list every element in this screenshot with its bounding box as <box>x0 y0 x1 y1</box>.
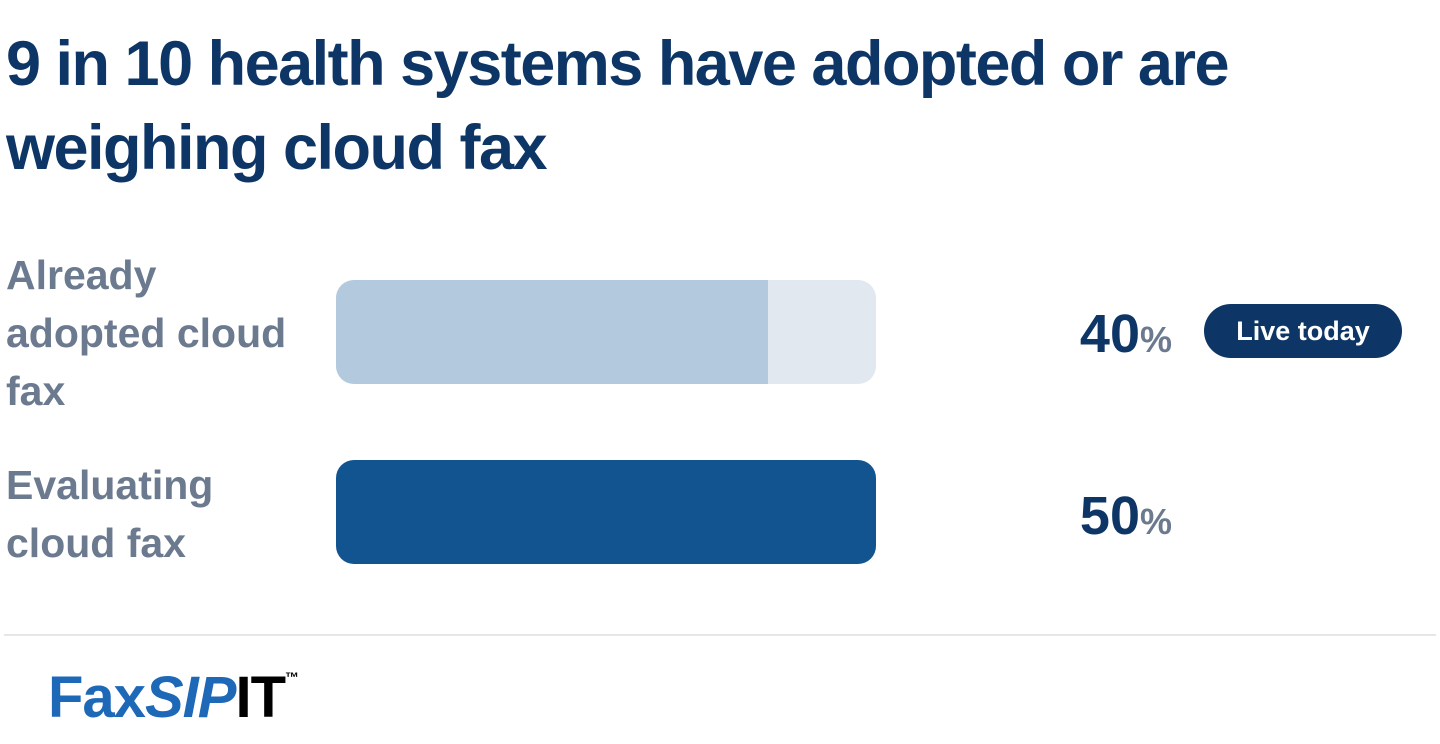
value-number: 50 <box>1079 486 1140 546</box>
logo-part-it: IT <box>235 665 286 730</box>
logo-part-sip: SIP <box>144 665 236 730</box>
category-label-already-adopted: Already adopted cloud fax <box>6 252 287 414</box>
value-unit: % <box>1139 319 1172 360</box>
faxsipit-logo: FaxSIPIT™ <box>48 668 299 728</box>
live-today-badge: Live today <box>1204 304 1402 358</box>
divider <box>4 634 1436 636</box>
value-unit: % <box>1139 501 1172 542</box>
trademark-symbol: ™ <box>285 669 299 685</box>
chart-title: 9 in 10 health systems have adopted or a… <box>6 29 1230 183</box>
bar-evaluating <box>336 460 876 564</box>
bar-track-evaluating <box>336 460 876 564</box>
bar-already-adopted <box>336 280 768 384</box>
category-label-evaluating: Evaluating cloud fax <box>6 462 214 566</box>
logo-part-fax: Fax <box>48 665 146 730</box>
value-label-already-adopted: 40% <box>1000 304 1172 364</box>
bar-track-already-adopted <box>336 280 876 384</box>
value-number: 40 <box>1079 304 1140 364</box>
value-label-evaluating: 50% <box>1000 486 1172 546</box>
